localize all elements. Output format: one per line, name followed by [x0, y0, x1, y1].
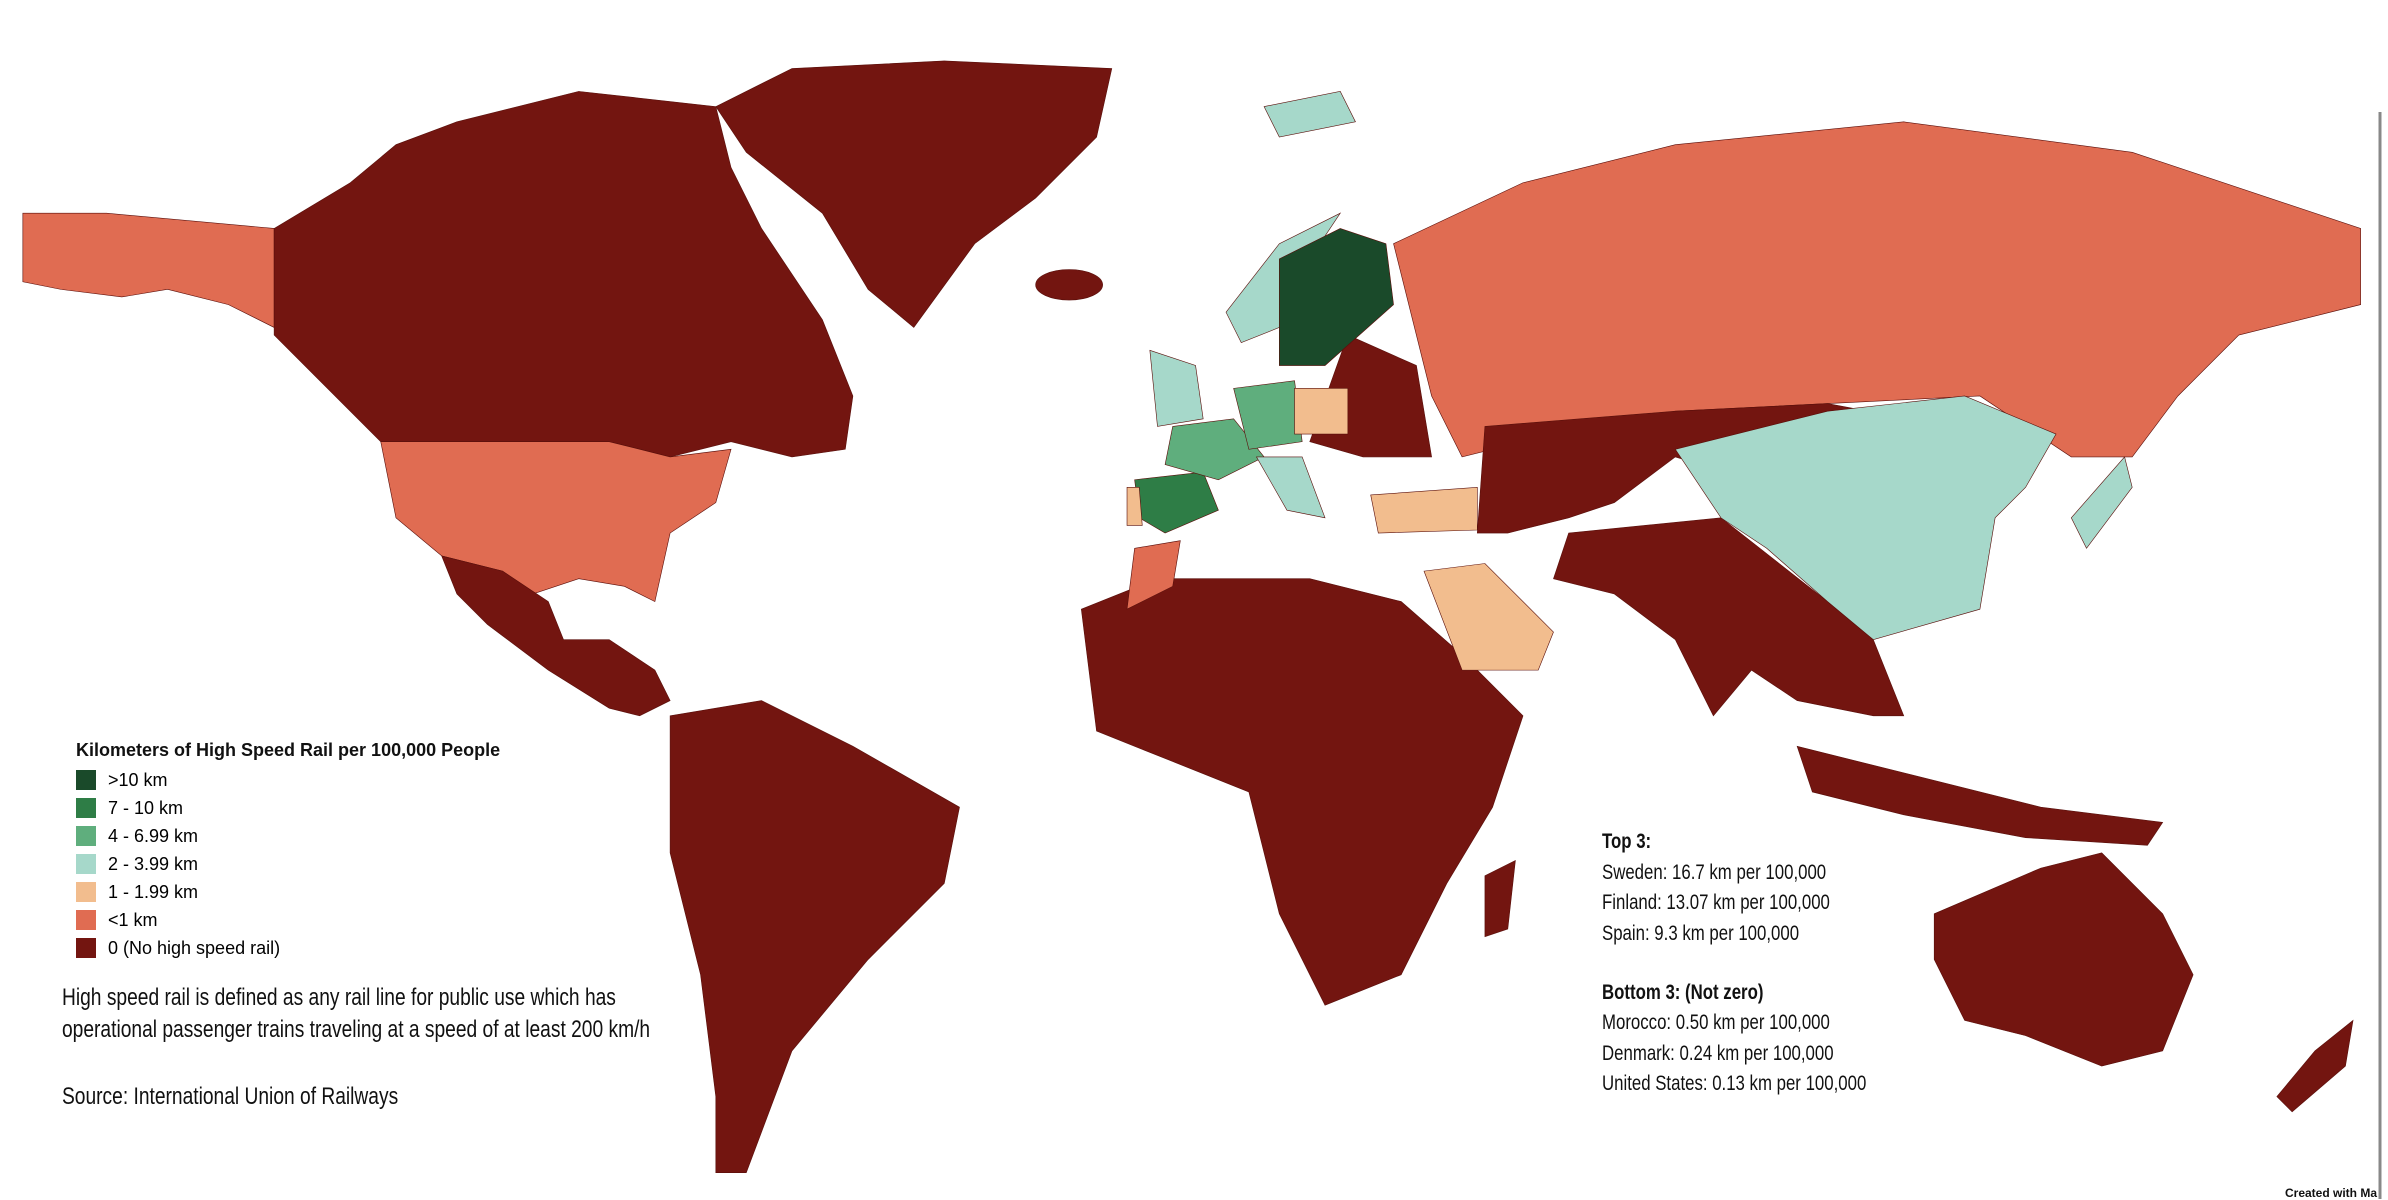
- new-zealand: [2276, 1019, 2354, 1113]
- legend-swatch: [76, 770, 96, 790]
- australia: [1933, 852, 2194, 1067]
- portugal: [1126, 487, 1143, 526]
- spain: [1134, 471, 1219, 534]
- legend-label: 0 (No high speed rail): [108, 937, 281, 958]
- japan: [2070, 456, 2133, 549]
- legend-label: >10 km: [108, 769, 168, 790]
- poland: [1294, 388, 1349, 435]
- south-america: [669, 700, 960, 1174]
- legend-swatch: [76, 882, 96, 902]
- alaska: [22, 212, 275, 328]
- madagascar: [1484, 859, 1516, 938]
- legend-title: Kilometers of High Speed Rail per 100,00…: [76, 740, 501, 760]
- legend-swatch: [76, 826, 96, 846]
- top-item: Spain: 9.3 km per 100,000: [1602, 922, 1800, 945]
- germany: [1233, 380, 1303, 450]
- legend-label: 1 - 1.99 km: [108, 881, 199, 902]
- legend-swatch: [76, 910, 96, 930]
- france: [1164, 418, 1265, 481]
- top-item: Finland: 13.07 km per 100,000: [1602, 891, 1830, 914]
- bottom-title: Bottom 3: (Not zero): [1602, 981, 1764, 1004]
- legend-label: 2 - 3.99 km: [108, 853, 199, 874]
- top-title: Top 3:: [1602, 830, 1652, 853]
- legend-swatch: [76, 938, 96, 958]
- africa: [1080, 578, 1524, 1006]
- bottom-item: Morocco: 0.50 km per 100,000: [1602, 1011, 1830, 1034]
- sweden-finland: [1279, 228, 1394, 366]
- italy: [1255, 456, 1326, 519]
- definition-line: operational passenger trains traveling a…: [62, 1016, 651, 1043]
- legend-label: 4 - 6.99 km: [108, 825, 199, 846]
- legend-item: 4 - 6.99 km: [76, 825, 198, 847]
- legend-item: 2 - 3.99 km: [76, 853, 198, 875]
- svalbard: [1263, 91, 1356, 138]
- definition-line: High speed rail is defined as any rail l…: [62, 984, 616, 1011]
- legend-swatch: [76, 798, 96, 818]
- bottom-item: Denmark: 0.24 km per 100,000: [1602, 1042, 1834, 1065]
- central-america: [441, 555, 671, 717]
- iceland: [1035, 269, 1103, 301]
- legend-item: <1 km: [76, 909, 158, 931]
- usa: [380, 441, 732, 603]
- credit: Created with Ma: [2285, 1186, 2378, 1200]
- legend-item: 1 - 1.99 km: [76, 881, 198, 903]
- morocco: [1126, 540, 1181, 610]
- bottom-item: United States: 0.13 km per 100,000: [1602, 1072, 1867, 1095]
- greenland: [715, 60, 1113, 328]
- china: [1674, 395, 2057, 640]
- legend-item: 7 - 10 km: [76, 797, 183, 819]
- source: Source: International Union of Railways: [62, 1083, 399, 1110]
- uk: [1149, 349, 1204, 427]
- saudi-arabia: [1423, 563, 1554, 671]
- turkey: [1370, 487, 1478, 534]
- legend-item: 0 (No high speed rail): [76, 937, 280, 959]
- legend-item: >10 km: [76, 769, 168, 791]
- top-item: Sweden: 16.7 km per 100,000: [1602, 861, 1827, 884]
- legend-label: 7 - 10 km: [108, 797, 184, 818]
- indonesia: [1796, 745, 2164, 846]
- legend-swatch: [76, 854, 96, 874]
- legend-label: <1 km: [108, 909, 158, 930]
